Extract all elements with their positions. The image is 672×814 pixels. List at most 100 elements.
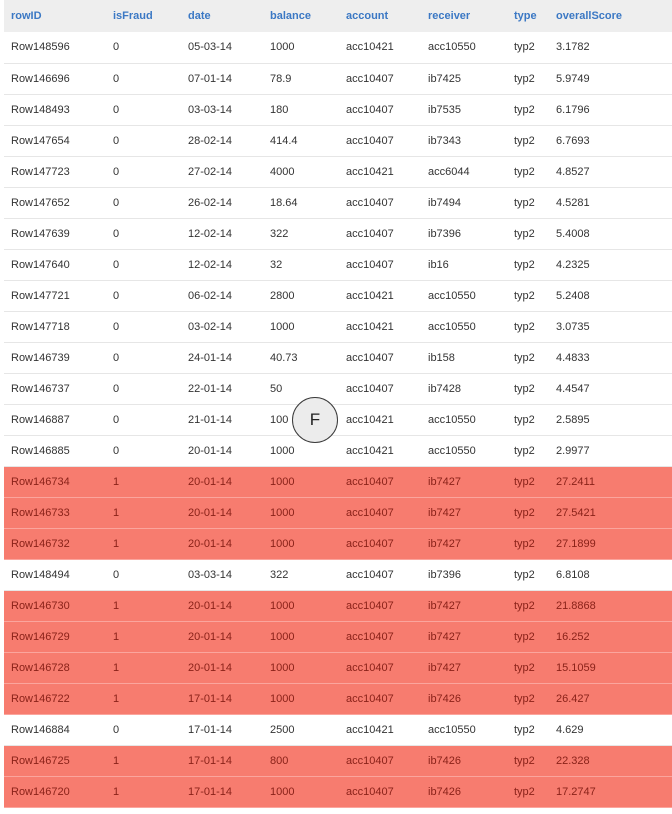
table-row[interactable]: Row146729 1 20-01-14 1000 acc10407 ib7427 typ2… <box>4 621 672 652</box>
cell-balance: 800 <box>270 754 289 767</box>
table-row[interactable]: Row146720 1 17-01-14 1000 acc10407 ib7426 typ2… <box>4 776 672 807</box>
cell-date: 22-01-14 <box>188 382 233 395</box>
cell-account: acc10407 <box>346 599 394 612</box>
cell-overallscore: 16.252 <box>556 630 590 643</box>
cell-type: typ2 <box>514 599 535 612</box>
cell-overallscore: 27.5421 <box>556 506 596 519</box>
cell-account: acc10407 <box>346 754 394 767</box>
cell-balance: 1000 <box>270 661 295 674</box>
cell-receiver: acc10550 <box>428 723 476 736</box>
cell-date: 28-02-14 <box>188 134 233 147</box>
cell-receiver: ib7396 <box>428 568 462 581</box>
column-header-overallscore[interactable]: overallScore <box>556 10 623 22</box>
cell-isfraud: 0 <box>113 382 120 395</box>
table-row[interactable]: Row147723 0 27-02-14 4000 acc10421 acc6044 typ… <box>4 156 672 187</box>
cell-rowid: Row147640 <box>11 258 70 271</box>
cell-rowid: Row146885 <box>11 444 70 457</box>
cell-rowid: Row148493 <box>11 103 70 116</box>
cell-account: acc10421 <box>346 413 394 426</box>
cell-type: typ2 <box>514 227 535 240</box>
cell-type: typ2 <box>514 537 535 550</box>
cell-isfraud: 1 <box>113 537 120 550</box>
cell-account: acc10407 <box>346 134 394 147</box>
cell-receiver: ib7426 <box>428 785 462 798</box>
cell-type: typ2 <box>514 661 535 674</box>
cell-isfraud: 0 <box>113 41 120 54</box>
cell-isfraud: 0 <box>113 258 120 271</box>
table-row[interactable]: Row146884 0 17-01-14 2500 acc10421 acc10550 ty… <box>4 714 672 745</box>
cell-rowid: Row146734 <box>11 475 70 488</box>
cell-account: acc10421 <box>346 41 394 54</box>
cell-overallscore: 27.1899 <box>556 537 596 550</box>
cell-date: 12-02-14 <box>188 227 233 240</box>
cell-overallscore: 4.5281 <box>556 196 590 209</box>
cell-type: typ2 <box>514 692 535 705</box>
table-row[interactable]: Row146733 1 20-01-14 1000 acc10407 ib7427 typ2… <box>4 497 672 528</box>
cell-overallscore: 3.1782 <box>556 41 590 54</box>
cell-overallscore: 5.4008 <box>556 227 590 240</box>
cell-receiver: ib7427 <box>428 630 462 643</box>
table-row[interactable]: Row146728 1 20-01-14 1000 acc10407 ib7427 typ2… <box>4 652 672 683</box>
cell-rowid: Row146887 <box>11 413 70 426</box>
table-row[interactable]: Row146737 0 22-01-14 50 acc10407 ib7428 typ2 4.… <box>4 373 672 404</box>
cell-type: typ2 <box>514 165 535 178</box>
cell-date: 21-01-14 <box>188 413 233 426</box>
table-row[interactable]: Row146722 1 17-01-14 1000 acc10407 ib7426 typ2… <box>4 683 672 714</box>
table-row[interactable]: Row146885 0 20-01-14 1000 acc10421 acc10550 ty… <box>4 435 672 466</box>
cell-receiver: ib7494 <box>428 196 462 209</box>
table-row[interactable]: Row146732 1 20-01-14 1000 acc10407 ib7427 typ2… <box>4 528 672 559</box>
cell-account: acc10421 <box>346 165 394 178</box>
cell-receiver: acc10550 <box>428 289 476 302</box>
column-header-balance[interactable]: balance <box>270 10 311 22</box>
cell-date: 07-01-14 <box>188 72 233 85</box>
cell-type: typ2 <box>514 444 535 457</box>
table-row[interactable]: Row147721 0 06-02-14 2800 acc10421 acc10550 ty… <box>4 280 672 311</box>
cell-rowid: Row146729 <box>11 630 70 643</box>
cell-rowid: Row146732 <box>11 537 70 550</box>
column-header-receiver[interactable]: receiver <box>428 10 471 22</box>
table-row[interactable]: Row146887 0 21-01-14 100 acc10421 acc10550 typ… <box>4 404 672 435</box>
cell-receiver: ib7427 <box>428 506 462 519</box>
table-row[interactable]: Row148596 0 05-03-14 1000 acc10421 acc10550 ty… <box>4 32 672 63</box>
table-row[interactable]: Row148494 0 03-03-14 322 acc10407 ib7396 typ2 6… <box>4 559 672 590</box>
cell-overallscore: 26.427 <box>556 692 590 705</box>
column-header-type[interactable]: type <box>514 10 537 22</box>
cell-balance: 18.64 <box>270 196 298 209</box>
table-row[interactable]: Row146696 0 07-01-14 78.9 acc10407 ib7425 typ2… <box>4 63 672 94</box>
table-row[interactable]: Row146730 1 20-01-14 1000 acc10407 ib7427 typ2… <box>4 590 672 621</box>
cell-rowid: Row147718 <box>11 320 70 333</box>
cell-rowid: Row147723 <box>11 165 70 178</box>
cell-balance: 180 <box>270 103 289 116</box>
table-row[interactable]: Row147654 0 28-02-14 414.4 acc10407 ib7343 typ… <box>4 125 672 156</box>
column-header-isfraud[interactable]: isFraud <box>113 10 153 22</box>
cell-date: 17-01-14 <box>188 785 233 798</box>
table-row[interactable]: Row148493 0 03-03-14 180 acc10407 ib7535 typ2 6… <box>4 94 672 125</box>
cell-balance: 4000 <box>270 165 295 178</box>
table-row[interactable]: Row146734 1 20-01-14 1000 acc10407 ib7427 typ2… <box>4 466 672 497</box>
column-header-date[interactable]: date <box>188 10 211 22</box>
cell-type: typ2 <box>514 134 535 147</box>
cell-isfraud: 0 <box>113 227 120 240</box>
cell-balance: 322 <box>270 568 289 581</box>
column-header-account[interactable]: account <box>346 10 389 22</box>
table-row[interactable]: Row147639 0 12-02-14 322 acc10407 ib7396 typ2 5… <box>4 218 672 249</box>
cell-rowid: Row146696 <box>11 72 70 85</box>
cell-type: typ2 <box>514 785 535 798</box>
cell-balance: 2800 <box>270 289 295 302</box>
cell-account: acc10407 <box>346 785 394 798</box>
cell-balance: 78.9 <box>270 72 292 85</box>
table-row[interactable]: Row147652 0 26-02-14 18.64 acc10407 ib7494 typ… <box>4 187 672 218</box>
cell-date: 20-01-14 <box>188 537 233 550</box>
table-row[interactable]: Row147640 0 12-02-14 32 acc10407 ib16 typ2 4.23… <box>4 249 672 280</box>
cell-balance: 1000 <box>270 475 295 488</box>
cell-rowid: Row147721 <box>11 289 70 302</box>
cell-type: typ2 <box>514 475 535 488</box>
cell-rowid: Row146720 <box>11 785 70 798</box>
table-row[interactable]: Row146739 0 24-01-14 40.73 acc10407 ib158 typ2… <box>4 342 672 373</box>
table-row[interactable]: Row146725 1 17-01-14 800 acc10407 ib7426 typ2 2… <box>4 745 672 776</box>
cell-balance: 50 <box>270 382 283 395</box>
cell-receiver: ib7343 <box>428 134 462 147</box>
cell-balance: 322 <box>270 227 289 240</box>
column-header-rowid[interactable]: rowID <box>11 10 42 22</box>
table-row[interactable]: Row147718 0 03-02-14 1000 acc10421 acc10550 ty… <box>4 311 672 342</box>
